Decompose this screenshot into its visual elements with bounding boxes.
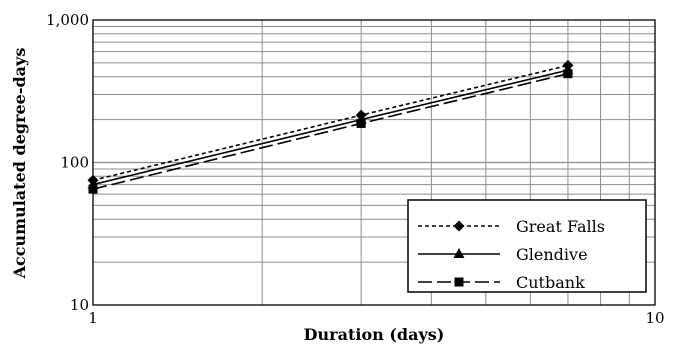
series-great-falls <box>87 59 574 186</box>
series-line-cutbank <box>92 72 569 190</box>
x-tick-label: 1 <box>88 309 98 327</box>
legend-marker-great-falls <box>453 220 465 232</box>
legend-marker-cutbank <box>454 277 464 287</box>
series-glendive <box>87 64 574 189</box>
legend-label-glendive: Glendive <box>516 245 588 264</box>
data-point-cutbank <box>88 184 98 194</box>
plot-area-frame <box>92 19 656 306</box>
series-layer <box>87 59 574 194</box>
y-tick-label: 10 <box>70 296 89 314</box>
y-axis-title: Accumulated degree-days <box>10 48 29 280</box>
data-point-cutbank <box>563 69 573 79</box>
y-tick-label: 1,000 <box>46 11 89 29</box>
legend-label-cutbank: Cutbank <box>516 273 585 292</box>
series-cutbank <box>88 69 573 194</box>
series-line-glendive <box>92 69 569 186</box>
legend: Great Falls Glendive Cutbank <box>407 199 647 293</box>
x-tick-label: 10 <box>645 309 664 327</box>
legend-label-great-falls: Great Falls <box>516 217 605 236</box>
x-axis-title: Duration (days) <box>304 325 445 344</box>
y-tick-label: 100 <box>60 154 89 172</box>
data-point-cutbank <box>356 118 366 128</box>
legend-marker-glendive <box>453 248 465 258</box>
legend-box <box>407 199 647 293</box>
